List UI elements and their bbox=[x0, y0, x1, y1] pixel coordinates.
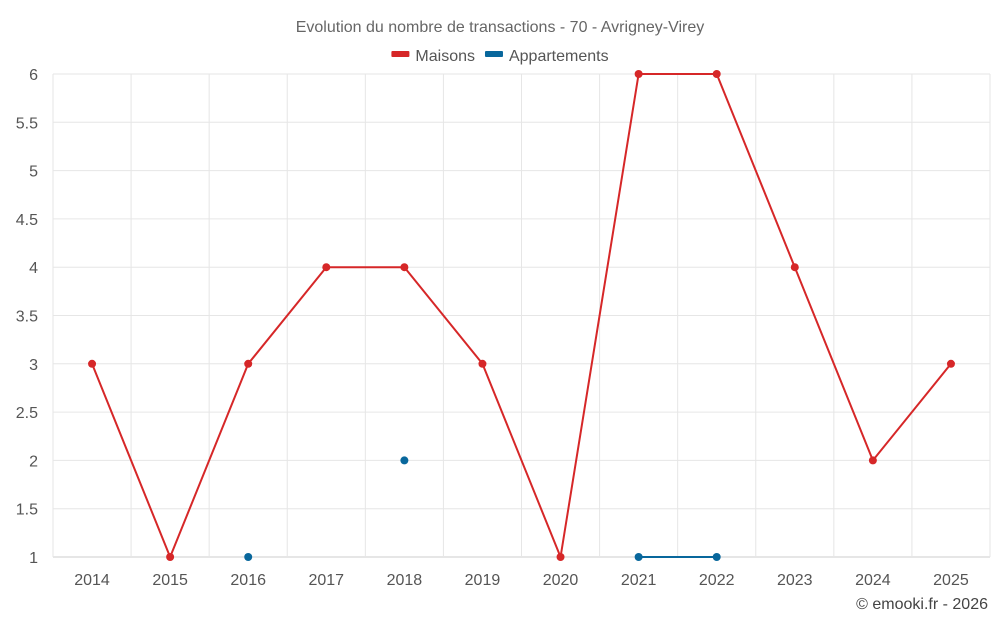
chart-title: Evolution du nombre de transactions - 70… bbox=[296, 19, 705, 36]
x-tick-label: 2021 bbox=[621, 572, 657, 589]
x-tick-label: 2019 bbox=[465, 572, 501, 589]
series-lines bbox=[91, 73, 952, 558]
data-point-maisons[interactable] bbox=[634, 70, 643, 78]
data-point-appartements[interactable] bbox=[712, 553, 721, 561]
x-tick-label: 2023 bbox=[777, 572, 813, 589]
data-point-maisons[interactable] bbox=[400, 263, 409, 272]
y-tick-label: 4.5 bbox=[16, 212, 38, 229]
y-tick-label: 5.5 bbox=[16, 115, 38, 132]
y-tick-label: 6 bbox=[29, 67, 38, 84]
legend-swatch bbox=[484, 51, 503, 57]
x-tick-label: 2014 bbox=[74, 572, 110, 589]
legend-label: Maisons bbox=[415, 48, 475, 65]
data-point-maisons[interactable] bbox=[478, 359, 487, 368]
y-tick-label: 3.5 bbox=[16, 309, 38, 326]
data-point-maisons[interactable] bbox=[556, 553, 565, 561]
y-tick-label: 4 bbox=[29, 260, 38, 277]
data-point-maisons[interactable] bbox=[322, 263, 331, 272]
data-point-maisons[interactable] bbox=[790, 263, 799, 272]
series-line-maisons bbox=[91, 73, 952, 558]
legend: Maisons Appartements bbox=[391, 48, 609, 65]
data-point-appartements[interactable] bbox=[634, 553, 643, 561]
y-tick-label: 1 bbox=[29, 550, 38, 567]
legend-item-maisons[interactable]: Maisons bbox=[391, 48, 475, 65]
y-tick-label: 5 bbox=[29, 164, 38, 181]
x-axis-ticks: 2014 2015 2016 2017 2018 2019 2020 2021 2022 2023… bbox=[74, 572, 969, 589]
data-point-maisons[interactable] bbox=[166, 553, 175, 561]
x-tick-label: 2025 bbox=[933, 572, 969, 589]
x-tick-label: 2015 bbox=[152, 572, 188, 589]
data-point-maisons[interactable] bbox=[244, 359, 253, 368]
legend-item-appartements[interactable]: Appartements bbox=[484, 48, 609, 65]
data-point-maisons[interactable] bbox=[712, 70, 721, 78]
data-point-maisons[interactable] bbox=[946, 359, 955, 368]
grid bbox=[52, 73, 991, 558]
y-tick-label: 2 bbox=[29, 453, 38, 470]
data-point-appartements[interactable] bbox=[400, 456, 409, 465]
x-tick-label: 2024 bbox=[855, 572, 891, 589]
credit-text: © emooki.fr - 2026 bbox=[856, 596, 988, 613]
legend-label: Appartements bbox=[509, 48, 609, 65]
y-tick-label: 1.5 bbox=[16, 502, 38, 519]
y-tick-label: 2.5 bbox=[16, 405, 38, 422]
series-points bbox=[88, 70, 955, 561]
x-tick-label: 2020 bbox=[543, 572, 579, 589]
y-tick-label: 3 bbox=[29, 357, 38, 374]
legend-swatch bbox=[391, 51, 410, 57]
x-tick-label: 2016 bbox=[230, 572, 266, 589]
data-point-maisons[interactable] bbox=[868, 456, 877, 465]
x-tick-label: 2017 bbox=[308, 572, 344, 589]
x-tick-label: 2018 bbox=[387, 572, 423, 589]
y-axis-ticks: 1 1.5 2 2.5 3 3.5 4 4.5 5 5.5 6 bbox=[16, 67, 38, 567]
data-point-maisons[interactable] bbox=[88, 359, 97, 368]
x-tick-label: 2022 bbox=[699, 572, 735, 589]
data-point-appartements[interactable] bbox=[244, 553, 253, 561]
